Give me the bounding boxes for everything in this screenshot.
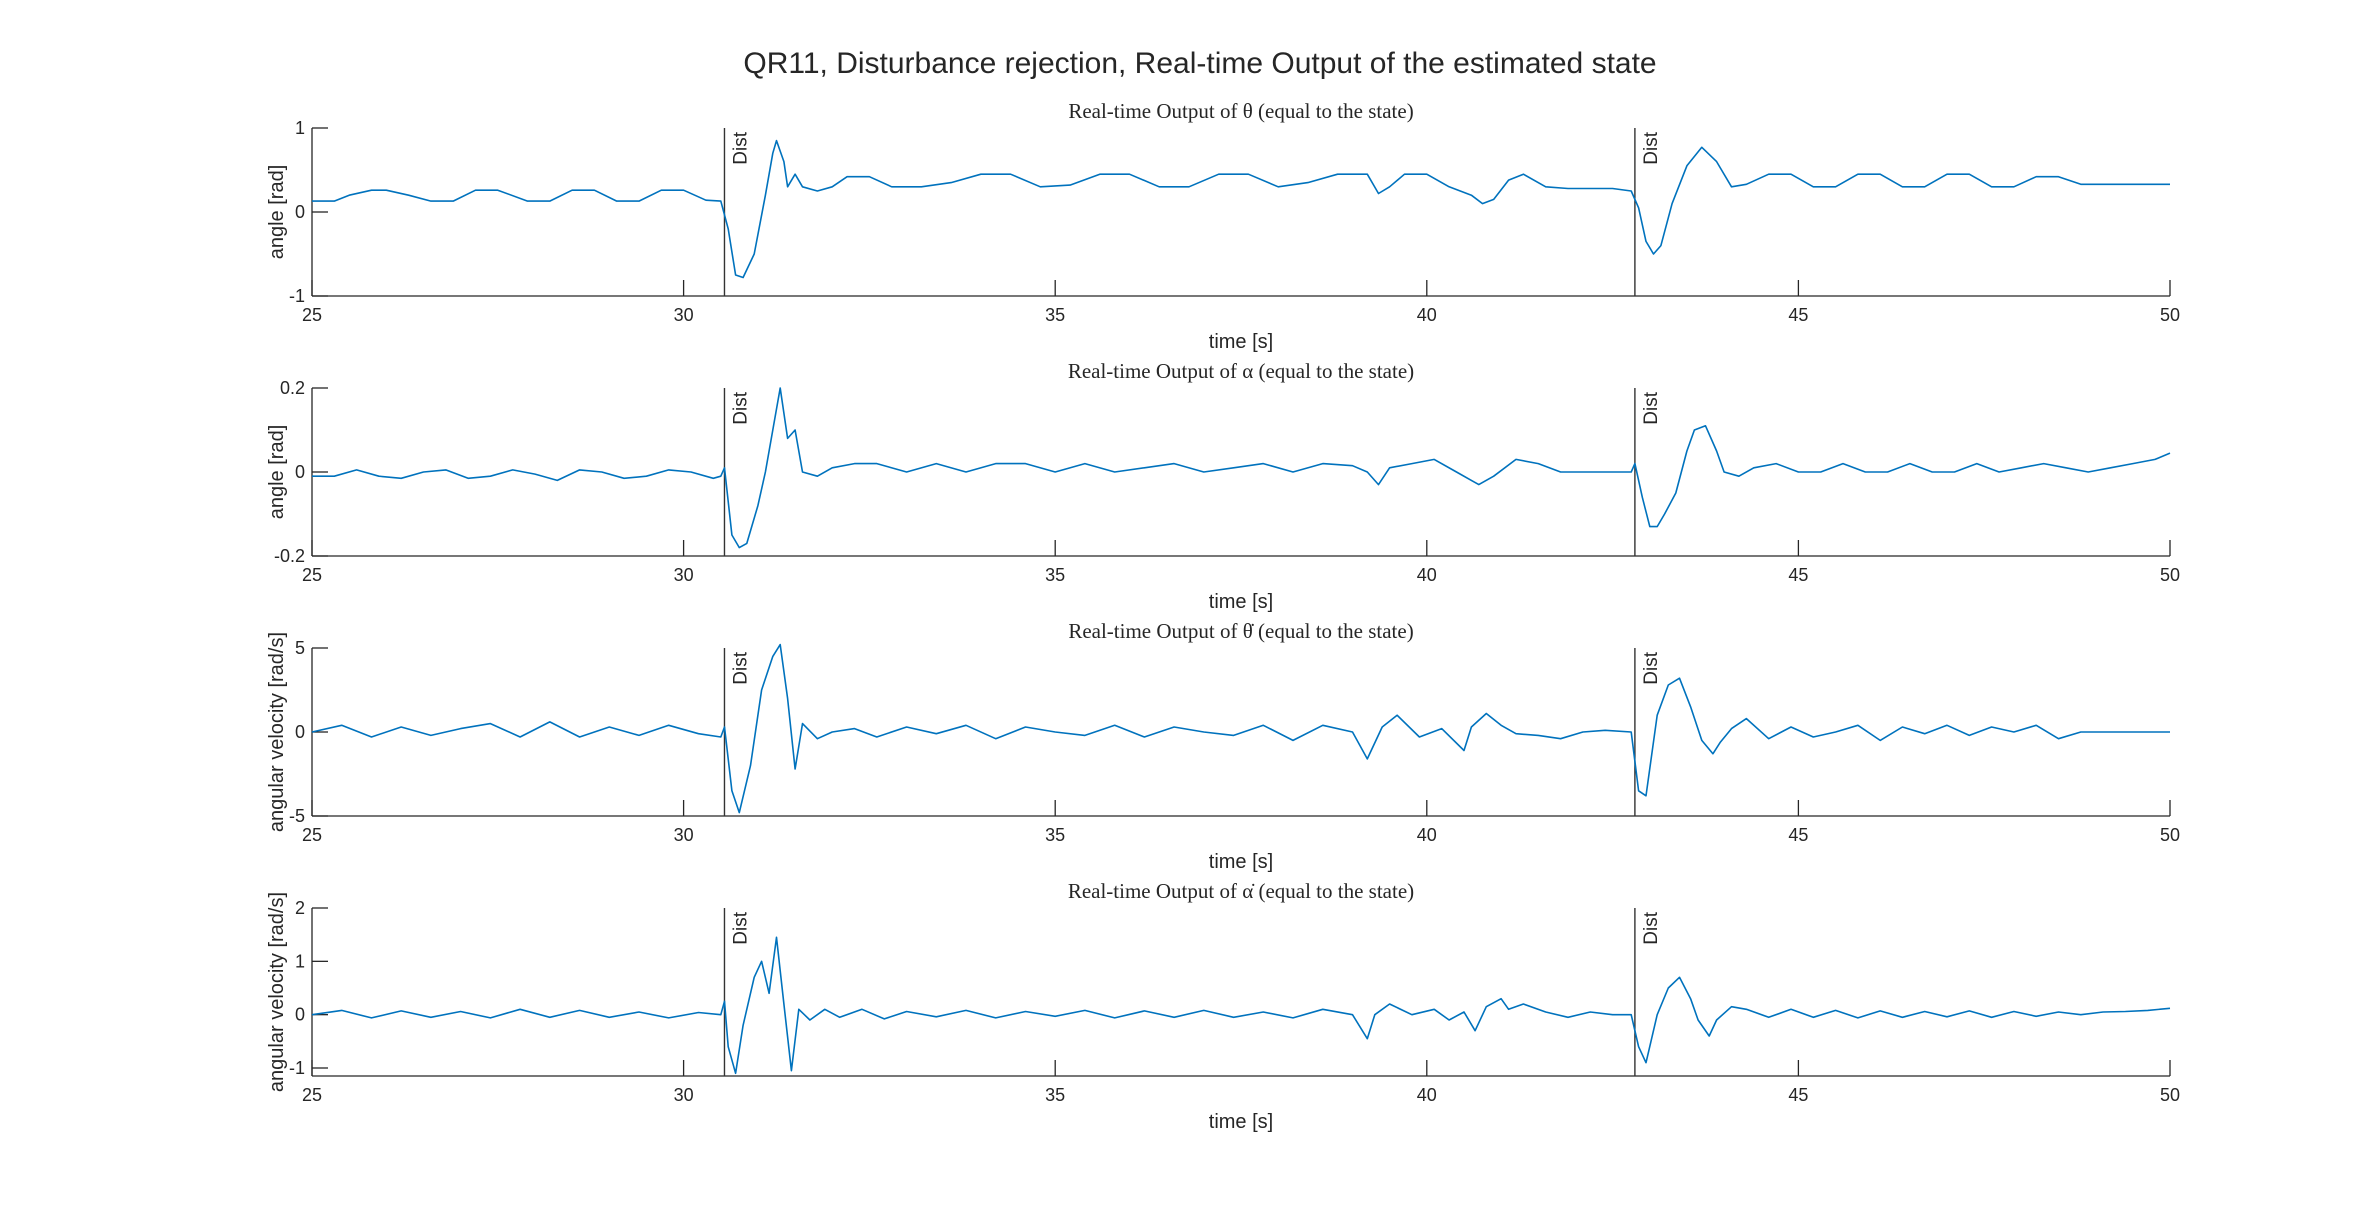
- x-tick-label: 45: [1788, 565, 1808, 585]
- disturbance-label: Dist: [730, 391, 751, 424]
- x-tick-label: 40: [1417, 825, 1437, 845]
- x-tick-label: 25: [302, 825, 322, 845]
- y-tick-label: 2: [295, 898, 305, 918]
- disturbance-label: Dist: [730, 911, 751, 944]
- y-tick-label: 0.2: [280, 378, 305, 398]
- x-tick-label: 25: [302, 305, 322, 325]
- figure-title: QR11, Disturbance rejection, Real-time O…: [743, 47, 1656, 80]
- x-tick-label: 35: [1045, 1085, 1065, 1105]
- x-tick-label: 40: [1417, 565, 1437, 585]
- x-axis-label: time [s]: [1209, 331, 1273, 353]
- subplot-1: 25 30 35 40 45 50 -1 0 1 Real-time Output of θ (e…: [266, 99, 2180, 353]
- subplot-title: Real-time Output of α̇ (equal to the sta…: [1068, 879, 1414, 903]
- series-line-1: [312, 139, 2170, 279]
- y-tick-label: -5: [289, 806, 305, 826]
- x-tick-label: 40: [1417, 305, 1437, 325]
- disturbance-label: Dist: [1641, 131, 1662, 164]
- y-tick-label: 5: [295, 638, 305, 658]
- y-axis-label: angular velocity [rad/s]: [266, 892, 288, 1092]
- x-tick-label: 50: [2160, 1085, 2180, 1105]
- series-line-1: [312, 387, 2171, 549]
- y-tick-label: 0: [295, 1005, 305, 1025]
- x-tick-label: 35: [1045, 565, 1065, 585]
- x-tick-label: 45: [1788, 1085, 1808, 1105]
- x-tick-label: 35: [1045, 825, 1065, 845]
- y-axis-label: angle [rad]: [266, 425, 288, 520]
- series-line-1: [311, 936, 2171, 1075]
- subplot-title: Real-time Output of θ̇ (equal to the sta…: [1068, 619, 1413, 643]
- x-tick-label: 30: [674, 305, 694, 325]
- y-tick-label: 0: [295, 462, 305, 482]
- y-tick-label: -1: [289, 286, 305, 306]
- x-axis-label: time [s]: [1209, 851, 1273, 873]
- x-tick-label: 35: [1045, 305, 1065, 325]
- y-tick-label: 0: [295, 722, 305, 742]
- series-line-1: [311, 643, 2170, 814]
- disturbance-label: Dist: [1641, 651, 1662, 684]
- disturbance-label: Dist: [1641, 391, 1662, 424]
- y-axis-label: angular velocity [rad/s]: [266, 632, 288, 832]
- y-tick-label: 0: [295, 202, 305, 222]
- subplot-title: Real-time Output of α (equal to the stat…: [1068, 359, 1414, 383]
- x-axis-label: time [s]: [1209, 591, 1273, 613]
- x-tick-label: 25: [302, 1085, 322, 1105]
- y-tick-label: -0.2: [274, 546, 305, 566]
- disturbance-label: Dist: [730, 651, 751, 684]
- x-tick-label: 30: [674, 1085, 694, 1105]
- y-axis-label: angle [rad]: [266, 165, 288, 260]
- x-tick-label: 30: [674, 825, 694, 845]
- x-tick-label: 50: [2160, 825, 2180, 845]
- y-tick-label: 1: [295, 951, 305, 971]
- x-tick-label: 25: [302, 565, 322, 585]
- x-tick-label: 40: [1417, 1085, 1437, 1105]
- subplot-2: 25 30 35 40 45 50 -0.2 0 0.2 Real-time Output of …: [266, 359, 2180, 613]
- disturbance-label: Dist: [1641, 911, 1662, 944]
- x-tick-label: 45: [1788, 825, 1808, 845]
- subplot-4: 25 30 35 40 45 50 -1 0 1 2 Real-time Output of α̇ …: [266, 879, 2180, 1133]
- x-axis-label: time [s]: [1209, 1111, 1273, 1133]
- x-tick-label: 45: [1788, 305, 1808, 325]
- subplot-title: Real-time Output of θ (equal to the stat…: [1068, 99, 1413, 123]
- y-tick-label: -1: [289, 1058, 305, 1078]
- disturbance-label: Dist: [730, 131, 751, 164]
- x-tick-label: 50: [2160, 305, 2180, 325]
- y-tick-label: 1: [295, 118, 305, 138]
- x-tick-label: 30: [674, 565, 694, 585]
- subplot-3: 25 30 35 40 45 50 -5 0 5 Real-time Output of θ̇ (…: [266, 619, 2180, 873]
- x-tick-label: 50: [2160, 565, 2180, 585]
